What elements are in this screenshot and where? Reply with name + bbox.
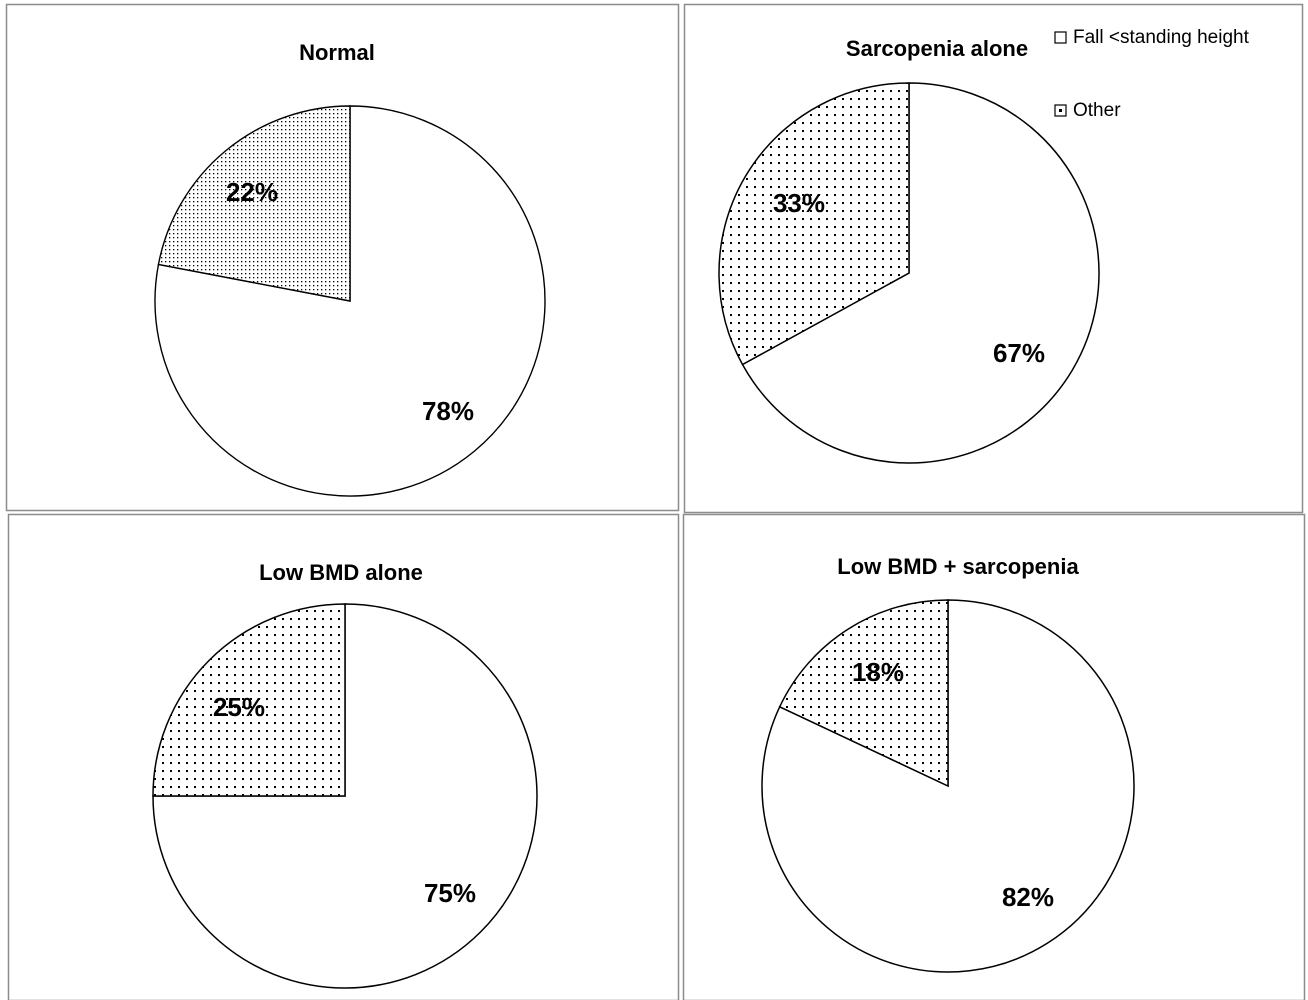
chart-title: Low BMD + sarcopenia bbox=[837, 554, 1079, 579]
legend-label-fall: Fall <standing height bbox=[1073, 27, 1250, 48]
legend-swatch-fall bbox=[1054, 31, 1067, 44]
data-label-other: 22% bbox=[226, 177, 278, 207]
data-label-other: 33% bbox=[773, 188, 825, 218]
data-label-other: 18% bbox=[852, 657, 904, 687]
data-label-fall: 82% bbox=[1002, 882, 1054, 912]
slice-other bbox=[157, 105, 351, 302]
data-label-fall: 67% bbox=[993, 338, 1045, 368]
chart-title: Sarcopenia alone bbox=[846, 36, 1028, 61]
panel-border bbox=[7, 513, 680, 1000]
slice-fall-standing-height bbox=[154, 105, 546, 497]
panel-border bbox=[683, 3, 1304, 514]
legend-label-other: Other bbox=[1073, 100, 1121, 121]
slice-other bbox=[778, 599, 949, 788]
legend-swatch-dot bbox=[1059, 109, 1062, 112]
slice-other bbox=[152, 603, 346, 797]
pie-panel-1: Normal 78% 22% bbox=[5, 3, 680, 512]
chart-title: Normal bbox=[299, 40, 375, 65]
pie-panel-4: Low BMD + sarcopenia 82% 18% bbox=[682, 513, 1306, 1000]
panel-border bbox=[5, 3, 680, 512]
panel-border bbox=[682, 513, 1306, 1000]
slice-fall-standing-height bbox=[152, 603, 538, 989]
pie-panel-3: Low BMD alone 75% 25% bbox=[7, 513, 680, 1000]
slice-other bbox=[718, 82, 910, 366]
pie-panel-2: Sarcopenia alone 67% 33% Fall <standing hei… bbox=[683, 3, 1304, 514]
data-label-fall: 78% bbox=[422, 396, 474, 426]
slice-fall-standing-height bbox=[741, 82, 1100, 464]
data-label-fall: 75% bbox=[424, 878, 476, 908]
data-label-other: 25% bbox=[213, 692, 265, 722]
chart-title: Low BMD alone bbox=[259, 560, 423, 585]
legend: Fall <standing height Other bbox=[1054, 27, 1250, 121]
